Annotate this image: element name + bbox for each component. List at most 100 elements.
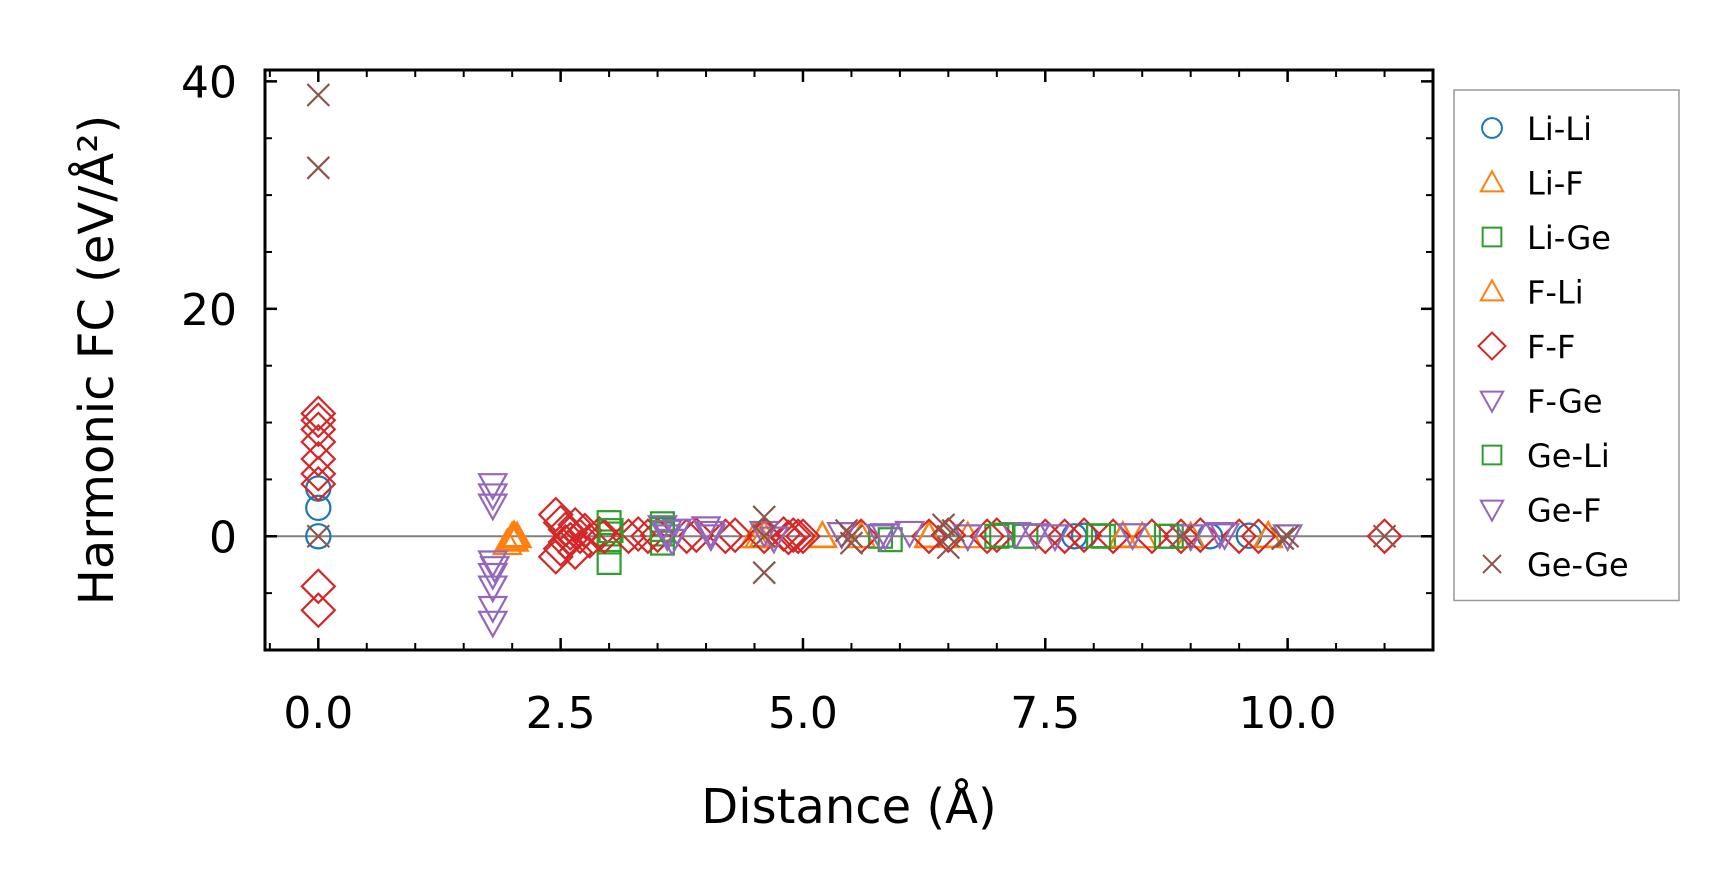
legend-marker-li-f (1479, 169, 1505, 193)
data-point-f-f (300, 402, 337, 439)
data-point-ge-ge (752, 505, 776, 529)
data-point-ge-ge (306, 156, 331, 180)
data-point-f-f (581, 515, 618, 553)
data-point-f-ge (477, 483, 509, 512)
data-point-f-f (1027, 518, 1064, 555)
data-point-f-ge (748, 520, 780, 549)
data-point-ge-f (479, 556, 511, 585)
legend: Li-Li Li-F Li-Ge F-Li F-F F-Ge Ge-Li Ge-F Ge-Ge (1453, 89, 1680, 602)
legend-box (1453, 89, 1680, 602)
data-point-li-ge (877, 527, 903, 553)
y-tick-label: 40 (181, 57, 237, 108)
legend-label: Li-Ge (1527, 219, 1611, 257)
legend-item-li-li: Li-Li (1481, 110, 1592, 148)
data-point-f-f (300, 395, 337, 432)
data-point-f-f (300, 568, 337, 605)
series-ge-ge (306, 83, 1397, 585)
legend-label: Li-Li (1527, 110, 1592, 148)
legend-marker-li-li (1481, 117, 1503, 139)
legend-marker-f-ge (1479, 390, 1505, 414)
data-point-li-f (952, 520, 984, 549)
data-point-f-f (1046, 518, 1083, 555)
data-point-f-ge (1039, 524, 1071, 553)
legend-label: Li-F (1527, 165, 1584, 203)
data-point-li-ge (596, 549, 622, 575)
legend-item-ge-f: Ge-F (1479, 492, 1601, 530)
data-point-li-li (305, 494, 332, 522)
legend-marker-ge-ge (1482, 554, 1502, 574)
data-point-f-f (969, 518, 1006, 555)
data-point-f-ge (477, 473, 509, 502)
data-point-ge-f (695, 520, 727, 549)
data-point-f-f (566, 512, 603, 549)
x-tick-label: 0.0 (283, 688, 353, 739)
legend-label: Ge-Li (1527, 437, 1610, 475)
data-point-f-f (300, 592, 337, 629)
data-point-f-f (784, 518, 822, 555)
data-point-ge-ge (306, 83, 331, 107)
series-f-f (300, 395, 1403, 629)
data-point-f-f (1065, 517, 1103, 554)
data-point-ge-ge (1372, 524, 1397, 549)
legend-label: Ge-Ge (1527, 546, 1629, 584)
plot-area (265, 83, 1433, 639)
data-point-ge-ge (752, 524, 776, 549)
data-point-f-f (1133, 518, 1170, 555)
data-point-f-f (775, 517, 812, 554)
data-point-ge-li (649, 516, 675, 542)
data-point-ge-li (1153, 523, 1179, 549)
data-point-ge-f (869, 523, 901, 552)
legend-item-li-ge: Li-Ge (1481, 219, 1611, 257)
legend-item-ge-li: Ge-Li (1481, 437, 1610, 475)
data-point-f-f (780, 518, 817, 555)
y-tick-label: 20 (181, 285, 237, 336)
data-point-ge-li (598, 518, 624, 544)
data-point-ge-li (1086, 523, 1112, 549)
legend-label: F-Ge (1527, 383, 1603, 421)
data-point-f-f (1182, 517, 1219, 554)
data-point-f-ge (661, 518, 693, 547)
y-tick-label: 0 (209, 512, 237, 563)
legend-label: F-Li (1527, 274, 1584, 312)
data-point-li-li (305, 475, 332, 502)
data-point-ge-ge (1275, 524, 1300, 549)
data-point-ge-f (651, 519, 683, 548)
data-point-f-f (1240, 518, 1277, 555)
axes: 0.0 2.5 5.0 7.5 10.0 0 20 40 Distance (Å) Harmoni… (68, 57, 1435, 835)
legend-label: Ge-F (1527, 492, 1601, 530)
legend-marker-ge-f (1479, 499, 1505, 523)
series-ge-f (479, 519, 1241, 585)
data-point-f-f (571, 522, 608, 559)
data-point-f-ge (477, 493, 509, 522)
data-point-ge-f (1020, 523, 1052, 552)
legend-marker-ge-li (1481, 444, 1503, 466)
legend-item-ge-ge: Ge-Ge (1482, 546, 1629, 584)
legend-marker-li-ge (1481, 226, 1503, 248)
data-point-f-li (1252, 519, 1284, 548)
data-point-ge-ge (839, 531, 864, 555)
data-point-f-f (978, 517, 1015, 554)
data-point-f-ge (894, 520, 926, 549)
data-point-f-ge (826, 521, 858, 550)
x-axis-title: Distance (Å) (701, 778, 996, 835)
data-point-f-f (586, 518, 623, 555)
data-point-ge-ge (941, 518, 965, 543)
data-point-f-f (770, 519, 807, 556)
series-ge-li (598, 516, 1179, 549)
data-point-f-f (717, 517, 754, 554)
data-point-f-f (1162, 518, 1200, 555)
data-point-f-ge (864, 524, 897, 553)
data-point-f-f (610, 518, 647, 555)
data-point-f-ge (477, 610, 509, 639)
data-point-ge-ge (1270, 526, 1295, 551)
data-point-f-f (1366, 518, 1403, 555)
x-tick-label: 5.0 (768, 688, 838, 739)
data-point-f-ge (1000, 521, 1032, 550)
data-point-f-li (806, 519, 838, 548)
x-tick-label: 10.0 (1239, 688, 1337, 739)
legend-label: F-F (1527, 328, 1575, 366)
data-point-f-f (552, 514, 589, 551)
data-point-f-ge (1204, 521, 1236, 550)
x-tick-label: 2.5 (526, 688, 596, 739)
